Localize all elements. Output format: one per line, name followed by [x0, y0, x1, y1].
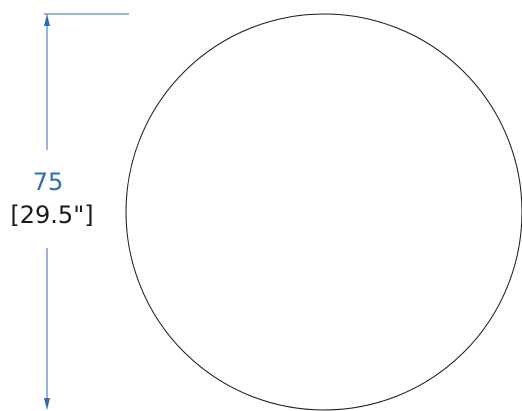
circle-outline: [125, 13, 522, 411]
dimension-value-inches: [29.5"]: [10, 201, 93, 229]
dimension-arrow-up-icon: [44, 14, 50, 26]
dimension-arrow-down-icon: [44, 398, 50, 410]
dimension-value-mm: 75: [33, 168, 64, 196]
